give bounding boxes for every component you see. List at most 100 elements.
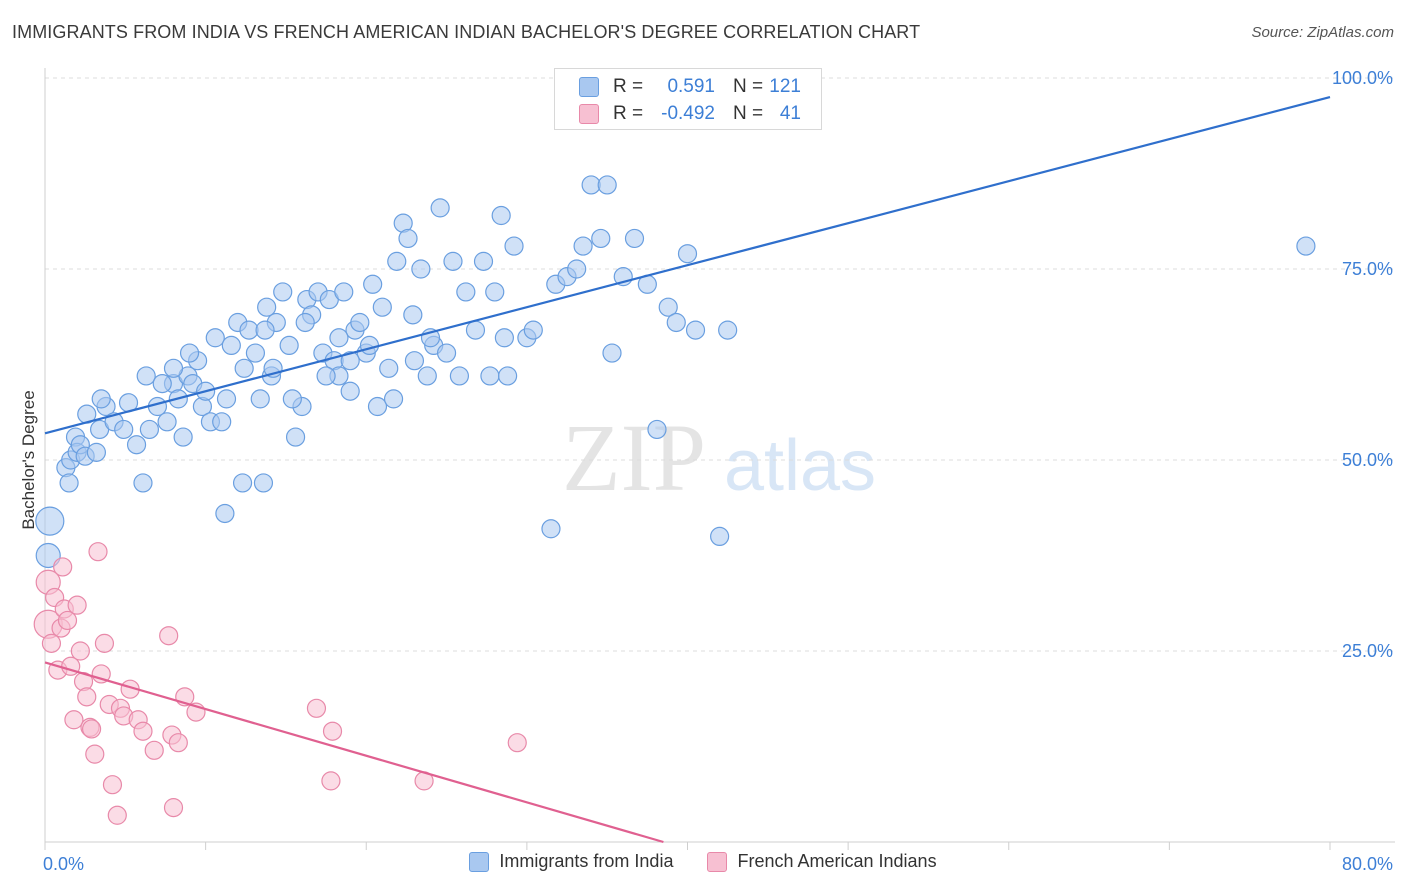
india-point [253, 473, 274, 493]
stats-r-label: R = [613, 76, 644, 97]
india-point [591, 228, 611, 249]
india-point [340, 351, 360, 371]
india-point [541, 519, 561, 539]
legend-swatch-india [469, 851, 490, 872]
french-point [81, 719, 102, 739]
india-point [239, 320, 259, 340]
chart-legend: Immigrants from India French American In… [0, 851, 1406, 872]
y-tick-label: 50.0% [1342, 450, 1393, 470]
french-point [144, 740, 164, 760]
trend-lines [44, 96, 1331, 844]
india-point [624, 228, 645, 249]
y-tick-label: 100.0% [1332, 68, 1393, 88]
stats-swatch-french [579, 104, 599, 124]
india-point [398, 228, 418, 249]
india-point [602, 343, 622, 363]
stats-row-french: R = -0.492 N = 41 [555, 100, 823, 128]
india-point [581, 175, 601, 195]
india-point [567, 259, 587, 279]
french-point [159, 626, 179, 646]
india-point [383, 389, 404, 409]
india-point [157, 412, 177, 432]
india-point [163, 358, 184, 378]
india-point [133, 473, 153, 493]
french-point [94, 633, 115, 653]
tick-labels: 25.0% 50.0% 75.0% 100.0% 0.0% 80.0% Bachelor's… [19, 68, 1393, 874]
india-point [597, 175, 617, 195]
axes [44, 68, 1395, 850]
india-point [367, 396, 388, 417]
stats-n-label: N = [733, 76, 764, 97]
india-point [404, 351, 425, 371]
india-point [250, 389, 270, 409]
india-point [152, 374, 172, 394]
india-point [173, 427, 193, 447]
india-point [436, 343, 457, 363]
india-point [329, 328, 349, 348]
french-point [107, 805, 127, 825]
india-point [465, 320, 486, 340]
legend-item-french[interactable]: French American Indians [707, 851, 937, 872]
french-point [507, 733, 527, 753]
watermark-zip: ZIP [562, 404, 706, 511]
india-point [139, 419, 160, 440]
india-point [359, 335, 380, 355]
india-point [126, 435, 147, 455]
india-point [257, 297, 277, 317]
india-point [340, 381, 360, 401]
india-point [473, 251, 494, 271]
india-point [417, 366, 437, 386]
india-point [179, 343, 200, 363]
india-point [215, 503, 235, 524]
india-point [449, 366, 470, 386]
india-point [285, 427, 306, 447]
india-point [282, 389, 302, 409]
stats-swatch-india [579, 77, 599, 97]
india-point [411, 259, 431, 279]
india-point [216, 389, 237, 409]
legend-item-india[interactable]: Immigrants from India [469, 851, 673, 872]
india-point [523, 320, 543, 340]
source-label: Source: ZipAtlas.com [1251, 24, 1394, 41]
india-point [491, 205, 511, 226]
french-point [53, 557, 73, 577]
india-point [212, 412, 232, 432]
french-point [88, 542, 108, 562]
india-point [647, 419, 667, 440]
french-point [306, 698, 327, 718]
stats-r-value: -0.492 [661, 103, 715, 124]
french-point [41, 633, 62, 653]
india-point [494, 328, 514, 348]
x-tick-label: 80.0% [1342, 854, 1393, 874]
india-point [245, 343, 266, 363]
french-point [70, 641, 90, 661]
legend-label-french: French American Indians [737, 851, 937, 871]
french-point [163, 798, 184, 818]
y-tick-label: 75.0% [1342, 259, 1393, 279]
french-point [85, 744, 105, 764]
india-point [498, 366, 518, 386]
stats-r-value: 0.591 [667, 76, 715, 97]
india-point [480, 366, 500, 386]
india-point [677, 244, 698, 264]
india-point [1296, 236, 1316, 256]
india-trend-line [44, 96, 1331, 435]
india-point [234, 358, 254, 378]
india-point [316, 366, 336, 386]
india-point [485, 282, 505, 302]
stats-legend-box: R = 0.591 N = 121 R = -0.492 N = 41 [554, 68, 822, 130]
india-point [379, 358, 399, 378]
french-point [133, 721, 153, 741]
y-tick-label: 25.0% [1342, 641, 1393, 661]
french-point [64, 710, 84, 730]
french-trend-line [44, 661, 664, 844]
india-point [372, 297, 392, 317]
watermark-atlas: atlas [724, 426, 876, 506]
india-point [350, 312, 370, 333]
india-point [658, 297, 678, 317]
x-tick-label: 0.0% [43, 854, 84, 874]
india-point [710, 526, 730, 547]
stats-n-label: N = [733, 103, 764, 124]
india-point [279, 335, 299, 355]
